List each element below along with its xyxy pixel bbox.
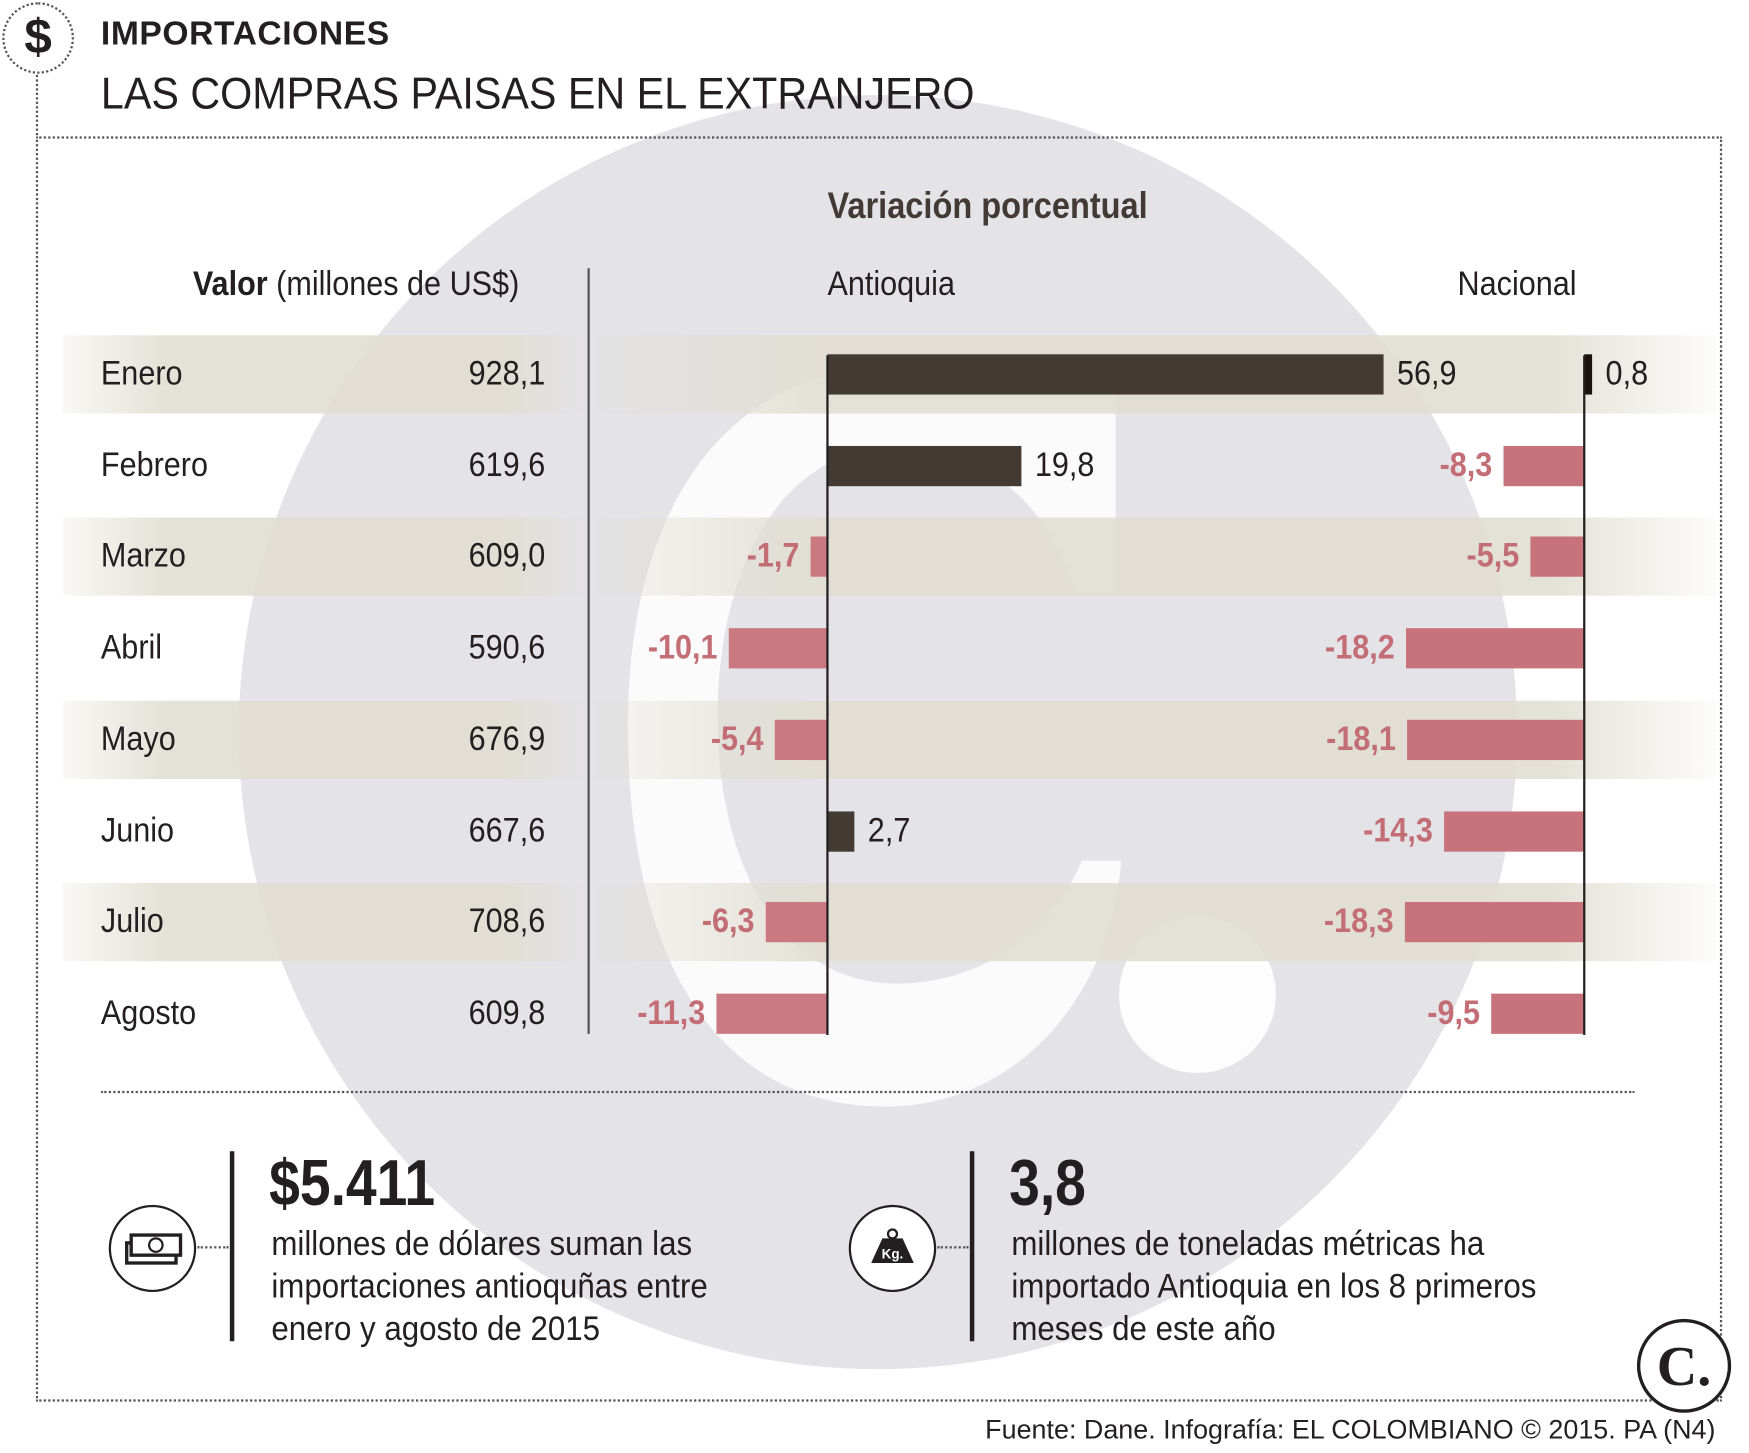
bar-nacional <box>1407 719 1585 760</box>
summary-line: meses de este año <box>1011 1308 1276 1348</box>
value-header-unit: (millones de US$) <box>276 263 520 303</box>
data-label: -5,5 <box>1466 535 1520 575</box>
month-label: Agosto <box>100 992 197 1032</box>
series-label-antioquia: Antioquia <box>827 263 956 303</box>
bar-antioquia <box>716 993 828 1034</box>
summary-line: millones de dólares suman las <box>271 1223 693 1264</box>
page-title: LAS COMPRAS PAISAS EN EL EXTRANJERO <box>100 69 975 119</box>
bar-nacional <box>1503 445 1585 486</box>
dollar-icon: $ <box>2 2 74 74</box>
antioquia-axis <box>826 355 829 1035</box>
bar-antioquia <box>774 719 828 760</box>
summary-line: millones de toneladas métricas ha <box>1011 1223 1485 1264</box>
data-label: -6,3 <box>701 901 755 941</box>
value-label: 609,0 <box>468 535 546 575</box>
value-label: 619,6 <box>468 444 546 484</box>
data-label: -14,3 <box>1363 809 1434 849</box>
summary-line: enero y agosto de 2015 <box>271 1308 601 1348</box>
summary-text: millones de dólares suman las importacio… <box>271 1223 707 1350</box>
month-label: Marzo <box>100 535 186 575</box>
value-divider <box>587 268 590 1034</box>
value-label: 708,6 <box>468 901 546 941</box>
chart-title: Variación porcentual <box>827 184 1148 226</box>
brand-logo: C. <box>1636 1318 1732 1413</box>
data-label: -10,1 <box>647 627 718 667</box>
value-label: 928,1 <box>468 353 546 393</box>
data-label: 2,7 <box>867 809 910 849</box>
summary-line: importaciones antioquñas entre <box>271 1266 708 1306</box>
data-label: 19,8 <box>1034 444 1095 484</box>
bar-antioquia <box>810 536 828 578</box>
separator <box>100 1090 1635 1094</box>
summary-value: 3,8 <box>1009 1146 1086 1220</box>
frame <box>35 136 1723 1402</box>
value-label: 590,6 <box>468 627 546 667</box>
data-label: -8,3 <box>1439 444 1492 484</box>
summary-line: importado Antioquia en los 8 primeros <box>1011 1266 1537 1306</box>
bar-nacional <box>1444 810 1585 852</box>
value-header: Valor (millones de US$) <box>193 264 519 304</box>
bar-nacional <box>1405 902 1585 943</box>
bar-antioquia <box>827 354 1384 395</box>
nacional-axis <box>1583 355 1586 1035</box>
row-band <box>62 883 584 962</box>
bar-nacional <box>1584 354 1593 395</box>
month-label: Febrero <box>100 444 209 484</box>
data-label: -9,5 <box>1427 992 1481 1032</box>
bar-antioquia <box>827 810 854 852</box>
series-label-nacional: Nacional <box>1457 263 1577 303</box>
money-icon <box>108 1204 197 1293</box>
data-label: -18,2 <box>1325 627 1396 667</box>
data-label: -5,4 <box>710 718 764 758</box>
connector <box>197 1246 229 1249</box>
row-band <box>62 700 584 779</box>
summary-value: $5.411 <box>269 1146 436 1220</box>
data-label: -18,3 <box>1324 901 1395 941</box>
value-label: 609,8 <box>468 992 546 1032</box>
value-header-bold: Valor <box>192 263 268 303</box>
month-label: Junio <box>100 809 175 849</box>
source-credit: Fuente: Dane. Infografía: EL COLOMBIANO … <box>985 1415 1716 1446</box>
row-band <box>62 335 584 414</box>
bar-antioquia <box>827 445 1022 486</box>
bar-antioquia <box>765 902 828 943</box>
connector <box>937 1246 969 1249</box>
row-band <box>62 517 584 597</box>
weight-kg-icon: Kg. <box>848 1204 937 1293</box>
summary-bar <box>229 1151 235 1342</box>
bar-nacional <box>1491 993 1585 1034</box>
data-label: -18,1 <box>1326 718 1397 758</box>
data-label: -11,3 <box>637 992 706 1032</box>
data-label: 56,9 <box>1397 353 1457 393</box>
kicker: IMPORTACIONES <box>100 15 390 53</box>
value-label: 667,6 <box>468 809 546 849</box>
month-label: Julio <box>100 901 164 941</box>
value-label: 676,9 <box>468 718 546 758</box>
data-label: -1,7 <box>746 535 800 575</box>
summary-text: millones de toneladas métricas ha import… <box>1011 1223 1536 1350</box>
month-label: Enero <box>100 353 183 393</box>
svg-text:Kg.: Kg. <box>882 1247 904 1262</box>
summary-bar <box>969 1151 975 1342</box>
month-label: Mayo <box>100 718 176 758</box>
divider <box>35 67 39 139</box>
data-label: 0,8 <box>1605 353 1649 393</box>
bar-nacional <box>1530 536 1585 578</box>
month-label: Abril <box>100 627 163 667</box>
row-band <box>595 517 1717 597</box>
bar-nacional <box>1406 628 1585 669</box>
bar-antioquia <box>728 628 828 669</box>
